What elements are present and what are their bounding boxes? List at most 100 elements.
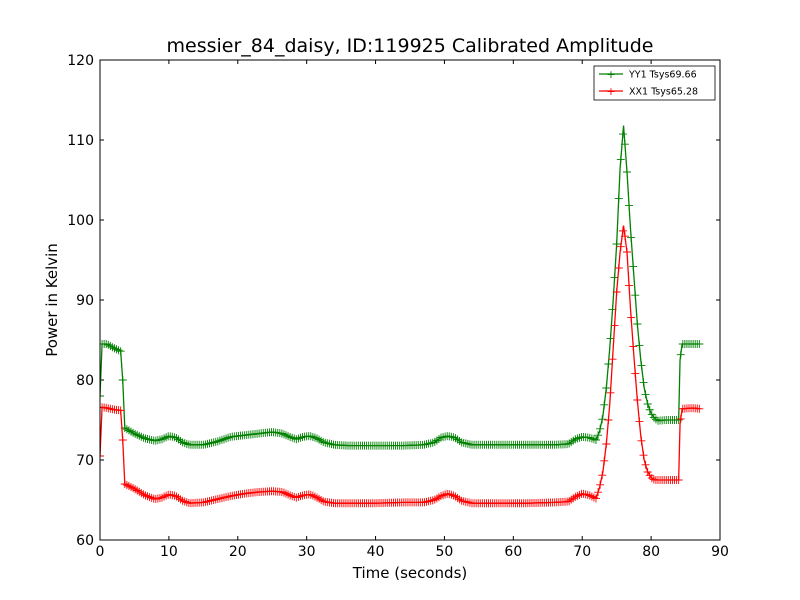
data-point-marker	[120, 480, 129, 488]
data-point-marker	[598, 471, 607, 480]
legend-label-xx1: XX1 Tsys65.28	[629, 87, 698, 98]
data-point-marker	[224, 492, 233, 501]
data-point-marker	[422, 440, 431, 449]
data-point-marker	[104, 340, 113, 349]
data-point-marker	[432, 494, 441, 503]
data-point-marker	[166, 432, 175, 441]
data-point-marker	[463, 439, 472, 448]
data-point-marker	[217, 494, 226, 503]
data-point-marker	[180, 439, 189, 448]
data-point-marker	[323, 439, 332, 448]
data-point-marker	[182, 498, 191, 507]
data-point-marker	[612, 288, 621, 296]
legend: + YY1 Tsys69.66 + XX1 Tsys65.28	[593, 65, 716, 101]
data-point-marker	[182, 439, 191, 448]
data-point-marker	[569, 494, 578, 503]
data-point-marker	[573, 434, 582, 443]
x-axis-ticks: 0 10 20 30 40 50 60 70 80 90	[96, 60, 729, 560]
series-0	[100, 125, 704, 450]
data-point-marker	[565, 439, 574, 448]
data-point-marker	[430, 495, 439, 504]
data-point-marker	[676, 350, 685, 359]
data-point-marker	[155, 494, 164, 503]
x-tick-label: 70	[573, 544, 591, 560]
data-point-marker	[581, 490, 590, 499]
data-point-marker	[315, 435, 324, 444]
data-point-marker	[203, 439, 212, 448]
data-point-marker	[641, 390, 650, 399]
data-point-marker	[594, 488, 603, 497]
data-point-marker	[215, 436, 224, 445]
data-point-marker	[168, 491, 177, 500]
data-point-marker	[215, 494, 224, 503]
data-point-marker	[567, 438, 576, 447]
data-point-marker	[618, 130, 627, 139]
data-point-marker	[199, 440, 208, 449]
data-point-marker	[565, 497, 574, 506]
data-point-marker	[199, 498, 208, 507]
data-point-marker	[589, 435, 598, 444]
data-point-marker	[284, 490, 293, 499]
data-point-marker	[286, 433, 295, 442]
data-point-marker	[649, 475, 658, 484]
data-point-marker	[563, 440, 572, 449]
data-point-marker	[317, 436, 326, 445]
data-point-marker	[100, 392, 104, 400]
data-point-marker	[201, 440, 210, 449]
legend-marker-xx1: +	[606, 85, 615, 98]
data-point-marker	[616, 242, 625, 251]
x-axis-label: Time (seconds)	[352, 564, 468, 582]
data-point-marker	[453, 435, 462, 444]
data-point-marker	[606, 388, 615, 397]
y-tick-label: 110	[67, 133, 94, 149]
data-point-marker	[587, 492, 596, 501]
series-1	[100, 225, 704, 508]
data-point-marker	[174, 435, 183, 444]
x-tick-label: 50	[436, 544, 454, 560]
data-point-marker	[676, 414, 685, 423]
data-point-marker	[153, 436, 162, 445]
data-point-marker	[282, 489, 290, 498]
data-point-marker	[321, 438, 330, 447]
data-point-marker	[461, 439, 470, 448]
x-tick-label: 60	[504, 544, 522, 560]
data-point-marker	[641, 460, 650, 469]
data-point-marker	[279, 488, 288, 497]
data-point-marker	[445, 432, 454, 441]
data-point-marker	[127, 483, 135, 492]
data-point-marker	[579, 489, 588, 498]
data-point-marker	[106, 404, 115, 413]
data-point-marker	[141, 434, 150, 443]
data-point-marker	[424, 497, 433, 506]
data-point-marker	[623, 248, 631, 256]
data-point-marker	[459, 497, 468, 506]
y-axis-ticks: 60 70 80 90 100 110 120	[67, 53, 720, 549]
data-point-marker	[124, 482, 133, 491]
data-point-marker	[451, 434, 460, 443]
data-point-marker	[151, 436, 160, 445]
data-point-marker	[635, 417, 644, 426]
data-point-marker	[573, 491, 582, 500]
data-point-marker	[639, 378, 648, 387]
data-point-marker	[286, 491, 295, 500]
data-point-marker	[327, 440, 336, 449]
data-point-marker	[176, 436, 185, 445]
data-point-marker	[209, 496, 218, 504]
data-point-marker	[631, 291, 640, 300]
y-tick-label: 100	[67, 213, 94, 229]
data-point-marker	[585, 491, 594, 500]
data-point-marker	[141, 491, 150, 500]
data-point-marker	[116, 347, 125, 356]
series-layer	[100, 125, 704, 508]
data-point-marker	[166, 490, 175, 499]
data-point-marker	[422, 497, 431, 506]
data-point-marker	[306, 432, 315, 441]
data-point-marker	[585, 433, 594, 442]
data-point-marker	[647, 474, 656, 483]
data-point-marker	[135, 487, 144, 496]
data-point-marker	[131, 429, 140, 438]
data-point-marker	[614, 194, 623, 203]
data-point-marker	[139, 490, 148, 499]
data-point-marker	[127, 427, 135, 436]
x-tick-label: 80	[642, 544, 660, 560]
